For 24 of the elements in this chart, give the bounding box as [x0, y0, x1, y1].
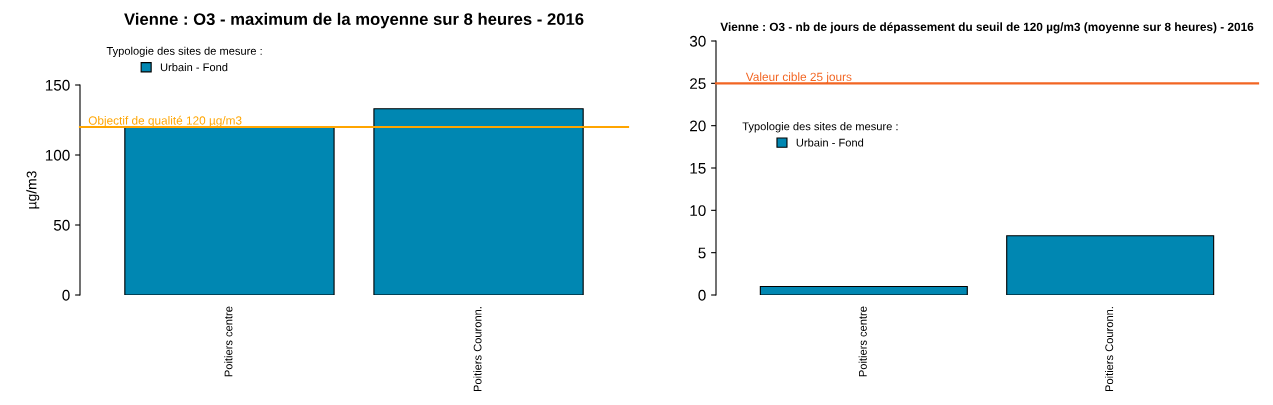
x-tick-label: Poitiers Couronn.: [473, 307, 482, 392]
ref-line-label: Valeur cible 25 jours: [745, 72, 852, 84]
y-tick-label: 0: [62, 289, 70, 301]
y-tick-label: 100: [45, 149, 70, 161]
legend-title: Typologie des sites de mesure :: [106, 46, 262, 58]
x-tick-label: Poitiers centre: [858, 306, 867, 377]
y-tick-label: 10: [690, 205, 706, 217]
x-tick-label: Poitiers Couronn.: [1105, 307, 1114, 392]
y-tick-label: 25: [690, 78, 706, 90]
legend-title: Typologie des sites de mesure :: [742, 122, 898, 133]
y-tick-label: 5: [698, 247, 706, 259]
y-tick-label: 20: [690, 120, 706, 132]
y-axis-title: µg/m3: [26, 171, 40, 209]
ref-line-label: Objectif de qualité 120 µg/m3: [88, 115, 242, 127]
legend-label: Urbain - Fond: [796, 138, 864, 147]
y-tick-label: 50: [53, 219, 70, 231]
y-tick-label: 15: [690, 163, 706, 174]
chart-title: Vienne : O3 - nb de jours de dépassement du seuil de 120 µg/m3 (moyenne sur 8 heures) - 2016: [720, 22, 1254, 34]
y-tick-label: 0: [698, 289, 706, 301]
y-tick-label: 30: [689, 35, 706, 47]
chart-title: Vienne : O3 - maximum de la moyenne sur 8 heures - 2016: [124, 12, 584, 29]
x-tick-label: Poitiers centre: [224, 306, 233, 377]
legend-label: Urbain - Fond: [160, 63, 228, 72]
y-tick-label: 150: [45, 79, 70, 91]
